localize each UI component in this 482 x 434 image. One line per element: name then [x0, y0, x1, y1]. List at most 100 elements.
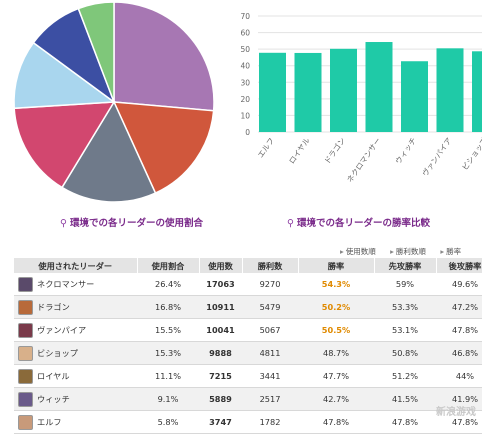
cell-second-rate: 49.6%: [436, 273, 482, 296]
pie-slice-1: [113, 1, 215, 112]
cell-uses: 9888: [199, 341, 242, 365]
cell-uses: 10911: [199, 295, 242, 319]
cell-share: 11.1%: [137, 364, 199, 388]
cell-share: 15.5%: [137, 318, 199, 342]
table-row[interactable]: ドラゴン 16.8% 10911 5479 50.2% 53.3% 47.2%: [14, 295, 482, 319]
table-row[interactable]: エルフ 5.8% 3747 1782 47.8% 47.8% 47.8%: [14, 410, 482, 434]
table-row[interactable]: ウィッチ 9.1% 5889 2517 42.7% 41.5% 41.9%: [14, 387, 482, 411]
leader-name: ドラゴン: [37, 301, 70, 312]
table-row[interactable]: ヴァンパイア 15.5% 10041 5067 50.5% 53.1% 47.8%: [14, 318, 482, 342]
table-row[interactable]: ネクロマンサー 26.4% 17063 9270 54.3% 59% 49.6%: [14, 273, 482, 296]
x-tick-label: ロイヤル: [287, 136, 312, 166]
col-header-second-rate[interactable]: 後攻勝率: [436, 258, 482, 273]
cell-share: 5.8%: [137, 410, 199, 434]
bar-6: [436, 48, 464, 132]
cell-uses: 10041: [199, 318, 242, 342]
tab-sort-winrate[interactable]: ▸ 勝率: [440, 247, 462, 256]
bar-7: [472, 51, 482, 132]
table-row[interactable]: ロイヤル 11.1% 7215 3441 47.7% 51.2% 44%: [14, 364, 482, 388]
x-tick-label: ドラゴン: [322, 135, 347, 165]
bar-1: [259, 52, 286, 132]
cell-share: 15.3%: [137, 341, 199, 365]
cell-second-rate: 46.8%: [436, 341, 482, 365]
y-tick-label: 20: [240, 95, 250, 104]
pie-slice-7: [77, 1, 115, 103]
leader-name: ネクロマンサー: [37, 278, 95, 289]
col-header-winrate[interactable]: 勝率: [298, 258, 375, 273]
name: ネクロマンサー: [14, 273, 137, 296]
pie-slice-2: [112, 101, 215, 195]
col-header-leader[interactable]: 使用されたリーダー: [14, 258, 138, 273]
cell-first-rate: 50.8%: [374, 341, 436, 365]
triangle-right-icon: ▸: [340, 247, 344, 256]
leader-avatar-icon: [18, 299, 33, 315]
leader-avatar-icon: [18, 414, 33, 430]
x-tick-label: ウィッチ: [394, 136, 419, 166]
cell-winrate: 42.7%: [298, 387, 374, 411]
col-header-first-rate[interactable]: 先攻勝率: [374, 258, 437, 273]
leader-name: ビショップ: [37, 347, 78, 358]
col-header-uses[interactable]: 使用数: [199, 258, 243, 273]
cell-share: 9.1%: [137, 387, 199, 411]
name: ロイヤル: [14, 364, 137, 388]
table-row[interactable]: ビショップ 15.3% 9888 4811 48.7% 50.8% 46.8%: [14, 341, 482, 365]
tab-sort-wins[interactable]: ▸ 勝利数順: [390, 247, 426, 256]
cell-winrate: 50.5%: [298, 318, 374, 342]
y-tick-label: 50: [240, 45, 250, 54]
cell-uses: 3747: [199, 410, 242, 434]
sort-tabs: ▸ 使用数順 ▸ 勝利数順 ▸ 勝率: [340, 246, 473, 257]
pie-slice-5: [13, 41, 117, 110]
cell-winrate: 50.2%: [298, 295, 374, 319]
cell-winrate: 47.7%: [298, 364, 374, 388]
watermark: 新浪游戏: [436, 407, 476, 418]
pie-slice-3: [60, 100, 157, 203]
leader-avatar-icon: [18, 322, 33, 338]
cell-wins: 2517: [242, 387, 298, 411]
leader-name: ヴァンパイア: [37, 324, 87, 335]
triangle-right-icon: ▸: [440, 247, 445, 256]
cell-second-rate: 44%: [436, 364, 482, 388]
cell-first-rate: 51.2%: [374, 364, 436, 388]
name: エルフ: [14, 410, 137, 434]
y-tick-label: 30: [240, 78, 250, 87]
triangle-right-icon: ▸: [390, 247, 394, 256]
x-tick-label: エルフ: [256, 136, 276, 160]
table-header-row: 使用されたリーダー 使用割合 使用数 勝利数 勝率 先攻勝率 後攻勝率: [14, 258, 482, 273]
y-tick-label: 0: [245, 128, 250, 137]
leader-usage-pie-chart: [13, 1, 215, 203]
leader-stats-table: 使用されたリーダー 使用割合 使用数 勝利数 勝率 先攻勝率 後攻勝率 ネクロマ…: [14, 258, 482, 434]
bar-caption: ⚲ 環境での各リーダーの勝率比較: [287, 218, 430, 229]
location-pin-icon: ⚲: [60, 218, 67, 229]
cell-second-rate: 47.8%: [436, 318, 482, 342]
tab-sort-usage[interactable]: ▸ 使用数順: [340, 247, 376, 256]
col-header-share[interactable]: 使用割合: [137, 258, 200, 273]
col-header-wins[interactable]: 勝利数: [242, 258, 299, 273]
cell-wins: 5479: [242, 295, 298, 319]
bar-5: [401, 61, 428, 132]
name: ドラゴン: [14, 295, 137, 319]
cell-share: 26.4%: [137, 273, 199, 296]
cell-first-rate: 59%: [374, 273, 436, 296]
x-tick-label: ビショップ: [460, 136, 482, 172]
cell-wins: 1782: [242, 410, 298, 434]
cell-wins: 4811: [242, 341, 298, 365]
leader-avatar-icon: [18, 368, 33, 384]
cell-winrate: 47.8%: [298, 410, 374, 434]
leader-avatar-icon: [18, 276, 33, 292]
cell-second-rate: 41.9%: [436, 387, 482, 411]
cell-first-rate: 47.8%: [374, 410, 436, 434]
cell-wins: 9270: [242, 273, 298, 296]
leader-name: エルフ: [37, 416, 62, 427]
cell-uses: 17063: [199, 273, 242, 296]
leader-name: ウィッチ: [37, 393, 70, 404]
x-tick-label: ネクロマンサー: [345, 136, 382, 184]
x-tick-label: ヴァンパイア: [420, 135, 454, 178]
bar-2: [294, 52, 322, 132]
bar-4: [365, 42, 393, 132]
cell-wins: 3441: [242, 364, 298, 388]
name: ウィッチ: [14, 387, 137, 411]
cell-first-rate: 53.1%: [374, 318, 436, 342]
leader-avatar-icon: [18, 345, 33, 361]
leader-avatar-icon: [18, 391, 33, 407]
